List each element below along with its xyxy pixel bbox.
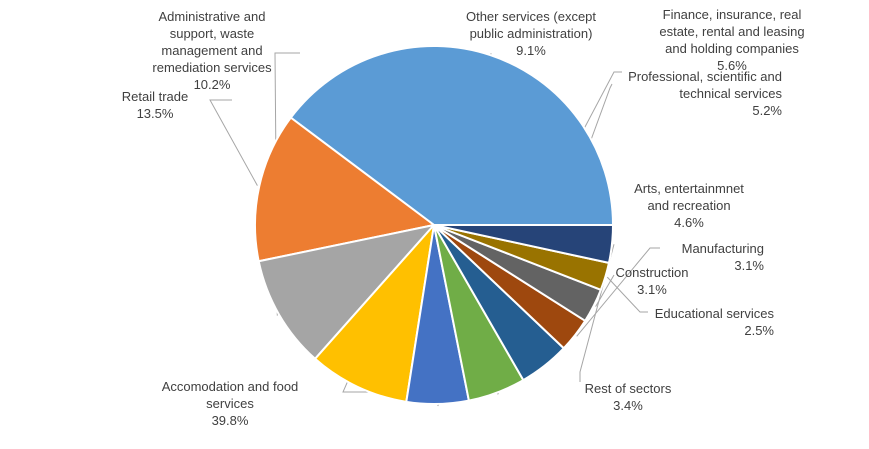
pie-slices xyxy=(254,45,614,405)
label-professional-name: Professional, scientific and technical s… xyxy=(628,69,782,101)
label-accomodation-name: Accomodation and food services xyxy=(161,379,299,411)
label-rest-of-sectors: Rest of sectors 3.4% xyxy=(572,380,684,414)
label-finance-name: Finance, insurance, real estate, rental … xyxy=(659,7,805,56)
pie-slice-other-services xyxy=(314,224,435,403)
label-administrative-name: Administrative and support, waste manage… xyxy=(152,9,272,75)
label-manufacturing: Manufacturing 3.1% xyxy=(648,240,764,274)
pie-slice-rest-of-sectors xyxy=(433,224,614,264)
label-manufacturing-value: 3.1% xyxy=(734,258,764,273)
label-construction-name: Construction xyxy=(615,265,689,280)
label-manufacturing-name: Manufacturing xyxy=(681,241,764,256)
label-educational-name: Educational services xyxy=(654,306,774,321)
pie-slice-retail-trade xyxy=(254,116,435,263)
label-administrative-value: 10.2% xyxy=(193,77,231,92)
label-other-services-value: 9.1% xyxy=(516,43,546,58)
label-accomodation: Accomodation and food services 39.8% xyxy=(145,378,315,429)
label-finance: Finance, insurance, real estate, rental … xyxy=(636,6,828,74)
leader-line-manufacturing xyxy=(576,247,660,337)
label-other-services-name: Other services (except public administra… xyxy=(465,9,597,41)
label-educational: Educational services 2.5% xyxy=(630,305,774,339)
label-retail-trade: Retail trade 13.5% xyxy=(100,88,210,122)
label-accomodation-value: 39.8% xyxy=(211,413,249,428)
label-retail-trade-value: 13.5% xyxy=(136,106,174,121)
label-professional-value: 5.2% xyxy=(752,103,782,118)
label-rest-of-sectors-name: Rest of sectors xyxy=(584,381,672,396)
pie-slice-accomodation xyxy=(289,45,614,226)
pie-slice-administrative xyxy=(257,224,435,360)
label-arts-name: Arts, entertainmnet and recreation xyxy=(634,181,744,213)
label-administrative: Administrative and support, waste manage… xyxy=(137,8,287,93)
leader-line-retail-trade xyxy=(209,99,258,186)
label-educational-value: 2.5% xyxy=(744,323,774,338)
label-rest-of-sectors-value: 3.4% xyxy=(613,398,643,413)
label-construction-value: 3.1% xyxy=(637,282,667,297)
label-construction: Construction 3.1% xyxy=(602,264,702,298)
label-finance-value: 5.6% xyxy=(717,58,747,73)
label-arts: Arts, entertainmnet and recreation 4.6% xyxy=(614,180,764,231)
label-retail-trade-name: Retail trade xyxy=(121,89,189,104)
label-professional: Professional, scientific and technical s… xyxy=(590,68,782,119)
leader-line-educational xyxy=(606,276,648,313)
label-arts-value: 4.6% xyxy=(674,215,704,230)
label-other-services: Other services (except public administra… xyxy=(450,8,612,59)
